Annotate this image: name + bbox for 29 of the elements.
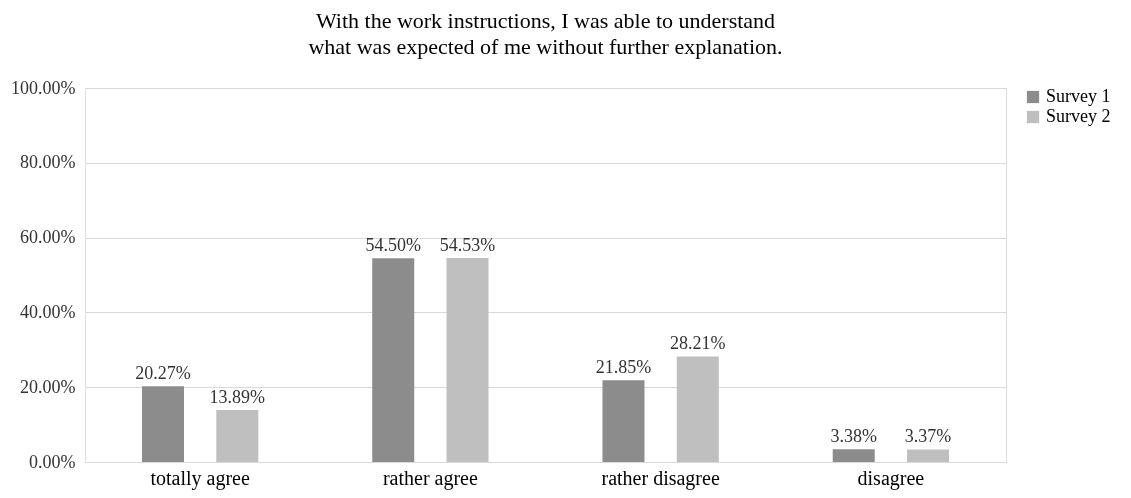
bar [141,386,184,462]
legend-label: Survey 1 [1046,86,1111,106]
y-tick-label: 40.00% [20,301,76,322]
data-label: 3.38% [830,426,877,447]
data-label: 3.37% [904,426,952,447]
y-tick-label: 100.00% [11,77,76,98]
x-tick-label: rather disagree [601,466,720,490]
x-tick-label: disagree [857,466,925,490]
bar [907,449,950,462]
y-tick-label: 60.00% [20,227,76,248]
legend-label: Survey 2 [1046,106,1111,126]
data-label: 54.53% [439,235,496,256]
y-tick-label: 0.00% [29,451,76,472]
data-label: 20.27% [135,363,191,384]
bar [676,356,719,462]
y-tick-label: 20.00% [20,376,76,397]
data-label: 54.50% [365,235,421,256]
x-tick-label: totally agree [150,466,250,490]
bar [372,258,415,462]
chart-title: With the work instructions, I was able to understand what was expected of me without further explanation. [308,8,783,59]
bar [216,410,259,462]
x-tick-label: rather agree [382,466,478,490]
bar [446,258,489,462]
data-label: 28.21% [670,333,726,354]
data-label: 21.85% [595,357,652,378]
y-tick-label: 80.00% [20,152,76,173]
bar [602,380,645,462]
bar [832,449,875,462]
data-label: 13.89% [209,387,266,408]
